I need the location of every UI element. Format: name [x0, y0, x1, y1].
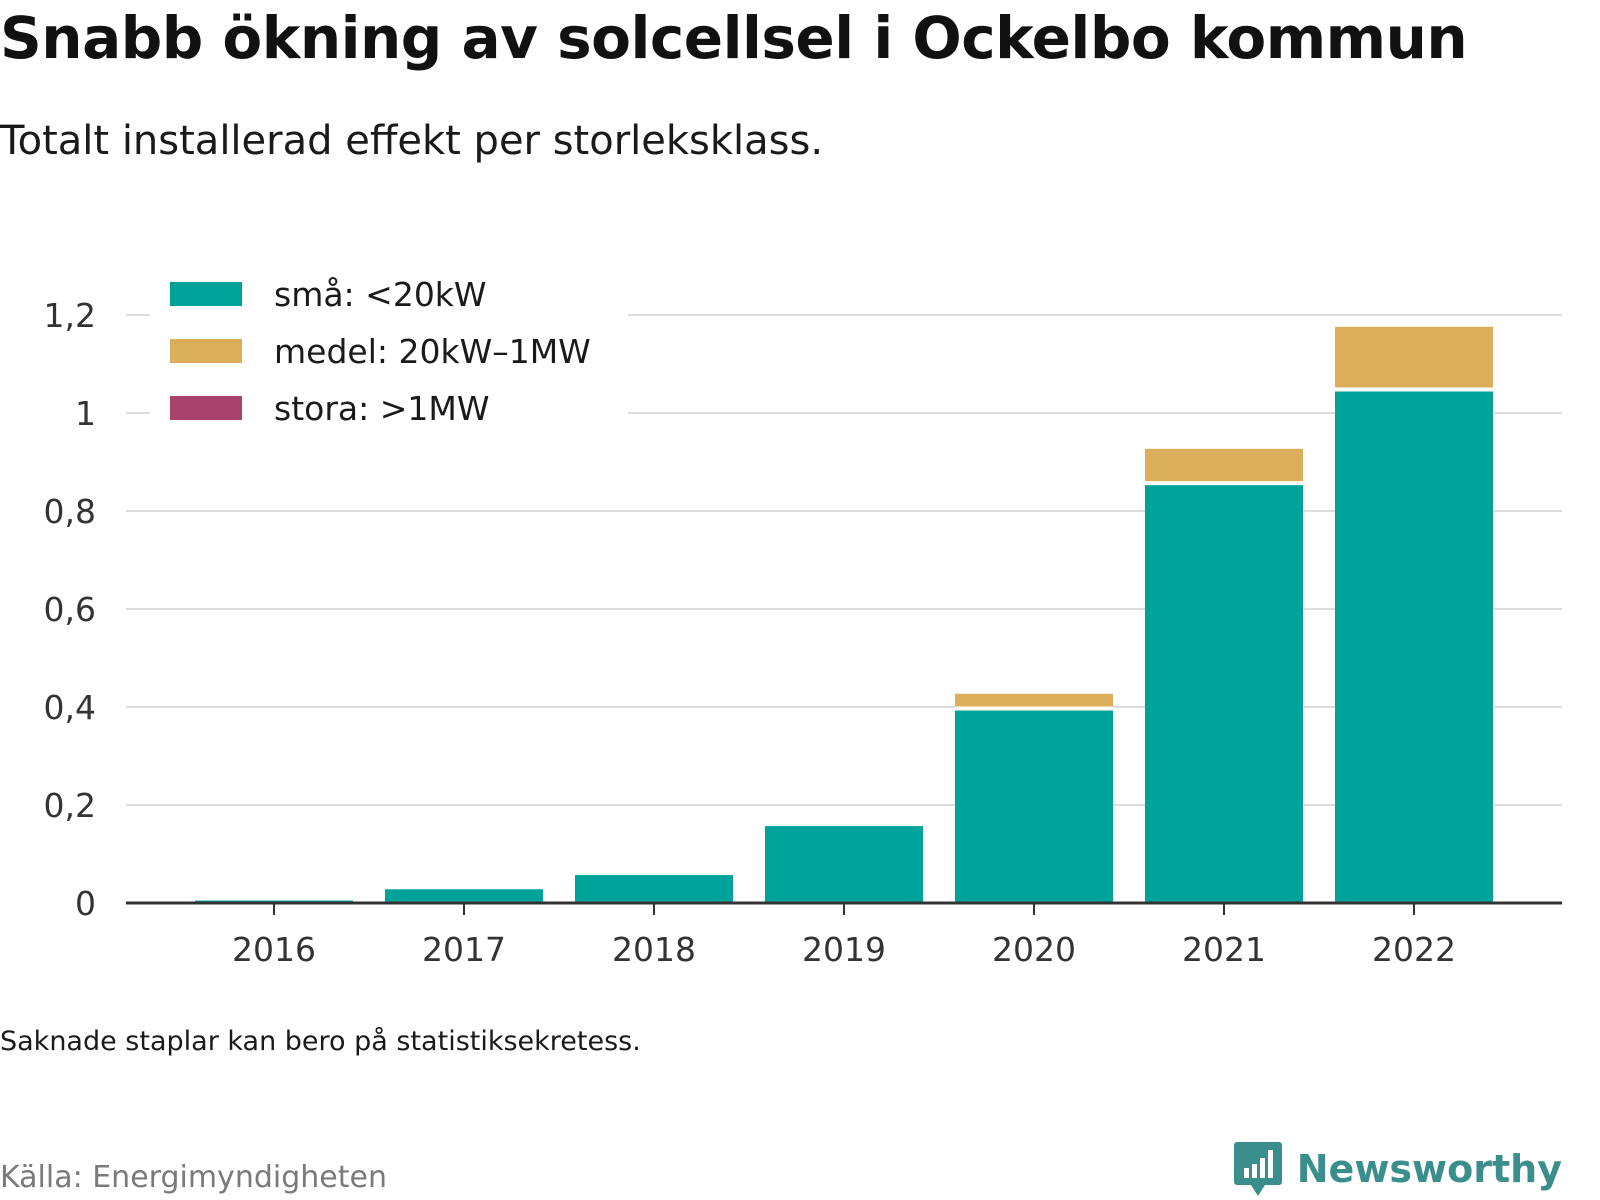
y-tick-label: 0,2: [44, 786, 96, 825]
legend-label: stora: >1MW: [274, 389, 489, 428]
legend-label: medel: 20kW–1MW: [274, 332, 591, 371]
legend: små: <20kW medel: 20kW–1MW stora: >1MW: [150, 268, 628, 438]
bar-segment: [385, 889, 543, 903]
x-tick-label: 2019: [802, 930, 886, 969]
legend-label: små: <20kW: [274, 275, 487, 314]
bar-segment: [955, 693, 1113, 709]
x-tick-label: 2022: [1372, 930, 1456, 969]
bar-segment: [1335, 389, 1493, 904]
x-tick-label: 2017: [422, 930, 506, 969]
bar-segment: [1145, 448, 1303, 484]
x-tick-label: 2021: [1182, 930, 1266, 969]
legend-swatch: [170, 282, 242, 306]
legend-swatch: [170, 339, 242, 363]
x-tick-label: 2016: [232, 930, 316, 969]
y-tick-label: 1,2: [44, 296, 96, 335]
brand-logo: Newsworthy: [1233, 1140, 1562, 1198]
y-tick-label: 1: [75, 394, 96, 433]
bar-segment: [1145, 483, 1303, 903]
x-tick-label: 2018: [612, 930, 696, 969]
chart-title: Snabb ökning av solcellsel i Ockelbo kom…: [0, 4, 1468, 72]
y-tick-label: 0,4: [44, 688, 96, 727]
bar-segment: [575, 875, 733, 903]
y-tick-label: 0: [75, 884, 96, 923]
source-credit: Källa: Energimyndigheten: [0, 1160, 387, 1195]
bars: [195, 326, 1493, 904]
footnote: Saknade staplar kan bero på statistiksek…: [0, 1026, 641, 1057]
bar-segment: [955, 708, 1113, 903]
y-tick-label: 0,6: [44, 590, 96, 629]
bar-segment: [1335, 326, 1493, 390]
newsworthy-logo-icon: [1233, 1142, 1282, 1196]
x-tick-label: 2020: [992, 930, 1076, 969]
x-axis-ticks: 2016 2017 2018 2019 2020 2021 2022: [232, 903, 1456, 969]
y-axis-ticks: 0 0,2 0,4 0,6 0,8 1 1,2: [44, 296, 96, 923]
y-tick-label: 0,8: [44, 492, 96, 531]
stacked-bar-chart: 00,20,40,60,811,2 2016 2017 2018 2019 2020 20…: [43, 268, 1562, 969]
bar-segment: [765, 826, 923, 903]
brand-name: Newsworthy: [1296, 1147, 1562, 1191]
chart-subtitle: Totalt installerad effekt per storlekskl…: [0, 118, 824, 164]
legend-swatch: [170, 396, 242, 420]
